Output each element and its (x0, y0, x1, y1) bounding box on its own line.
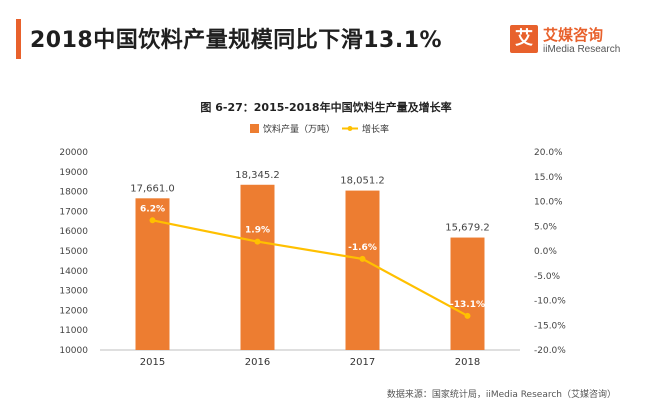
growth-value-label: -13.1% (450, 300, 485, 310)
data-source-note: 数据来源：国家统计局，iiMedia Research（艾媒咨询） (386, 390, 616, 400)
bar-value-label: 18,345.2 (235, 170, 280, 181)
right-tick-label: 0.0% (534, 247, 557, 257)
right-tick-label: -5.0% (534, 272, 561, 282)
legend-marker-growth (347, 126, 353, 131)
right-tick-label: -20.0% (534, 346, 566, 356)
left-axis: 10000 11000 12000 13000 14000 15000 16000 17000… (59, 148, 88, 356)
left-tick-label: 15000 (59, 247, 88, 257)
bar-value-label: 15,679.2 (445, 223, 490, 234)
right-tick-label: -15.0% (534, 321, 566, 331)
chart-legend: 饮料产量（万吨） 增长率 (250, 123, 389, 135)
right-tick-label: 15.0% (534, 173, 563, 183)
x-tick-label: 2015 (140, 357, 165, 368)
growth-point-2018 (464, 312, 471, 319)
right-tick-label: 10.0% (534, 198, 563, 208)
left-tick-label: 10000 (59, 346, 88, 356)
growth-value-label: 1.9% (245, 226, 270, 236)
growth-point-2017 (359, 255, 366, 262)
left-tick-label: 18000 (59, 188, 88, 198)
legend-label-growth: 增长率 (362, 123, 389, 135)
logo-subtitle: iiMedia Research (543, 44, 621, 55)
bar-2018 (450, 237, 485, 350)
left-tick-label: 14000 (59, 267, 88, 277)
logo-mark: 艾 (510, 25, 538, 53)
chart-title: 图 6-27：2015-2018年中国饮料生产量及增长率 (200, 100, 451, 114)
left-tick-label: 20000 (59, 148, 88, 158)
x-tick-label: 2016 (245, 357, 270, 368)
right-tick-label: 20.0% (534, 148, 563, 158)
iimedia-logo: 艾 艾媒咨询 iiMedia Research (510, 24, 640, 60)
right-axis: -20.0% -15.0% -10.0% -5.0% 0.0% 5.0% 10.0% 15.0… (534, 148, 566, 356)
line-series: 6.2% 1.9% -1.6% -13.1% (140, 204, 485, 319)
x-tick-label: 2017 (350, 357, 375, 368)
bar-value-label: 18,051.2 (340, 176, 385, 187)
growth-value-label: 6.2% (140, 204, 165, 214)
x-tick-label: 2018 (455, 357, 480, 368)
growth-line (152, 219, 469, 317)
growth-point-2016 (254, 238, 261, 245)
bar-2017 (345, 190, 380, 350)
legend-label-production: 饮料产量（万吨） (263, 123, 335, 135)
left-tick-label: 16000 (59, 227, 88, 237)
left-tick-label: 17000 (59, 207, 88, 217)
left-tick-label: 11000 (59, 326, 88, 336)
bar-series: 17,661.0 18,345.2 18,051.2 15,679.2 (130, 170, 490, 350)
left-tick-label: 19000 (59, 168, 88, 178)
right-tick-label: 5.0% (534, 222, 557, 232)
x-axis: 2015 2016 2017 2018 (100, 349, 520, 368)
left-tick-label: 13000 (59, 287, 88, 297)
growth-point-2015 (149, 217, 156, 224)
logo-name: 艾媒咨询 (543, 26, 604, 44)
right-tick-label: -10.0% (534, 297, 566, 307)
title-accent-bar (16, 19, 21, 59)
bar-value-label: 17,661.0 (130, 183, 175, 194)
bar-2016 (240, 184, 275, 350)
left-tick-label: 12000 (59, 306, 88, 316)
page-title: 2018中国饮料产量规模同比下滑13.1% (30, 28, 443, 53)
growth-value-label: -1.6% (348, 243, 377, 253)
legend-swatch-production (250, 124, 259, 133)
